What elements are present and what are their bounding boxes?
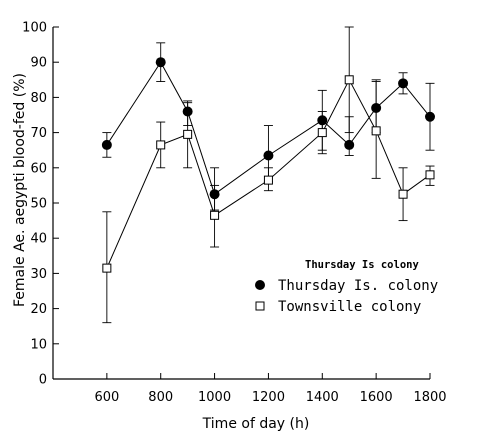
- y-tick-label: 80: [30, 91, 47, 106]
- y-axis-label: Female Ae. aegypti blood-fed (%): [12, 73, 28, 307]
- y-tick-label: 10: [30, 337, 47, 352]
- chart-annotation: Thursday Is colony: [305, 259, 419, 271]
- point-thursday-is-colony: [209, 189, 220, 200]
- legend-label-thursday-is-colony: Thursday Is. colony: [278, 278, 438, 294]
- y-tick-label: 60: [30, 161, 47, 176]
- point-thursday-is-colony: [263, 150, 274, 161]
- x-tick-label: 600: [94, 390, 119, 405]
- point-townsville-colony: [371, 126, 381, 136]
- legend-label-townsville-colony: Townsville colony: [278, 299, 421, 315]
- point-townsville-colony: [344, 75, 354, 85]
- point-townsville-colony: [183, 129, 193, 139]
- y-tick-label: 0: [39, 373, 47, 388]
- y-tick-label: 50: [30, 197, 47, 212]
- y-tick-label: 70: [30, 126, 47, 141]
- series-line-thursday-is-colony: [106, 61, 431, 196]
- legend-marker-thursday-is-colony: [255, 280, 265, 290]
- point-townsville-colony: [263, 175, 273, 185]
- y-tick-label: 100: [22, 21, 47, 36]
- y-tick-label: 40: [30, 232, 47, 247]
- axes: 0 10 20 30 40 50 60 70 80 90 100 600 800 1000 1200 1400…: [22, 21, 446, 406]
- point-thursday-is-colony: [398, 78, 409, 89]
- point-thursday-is-colony: [317, 115, 328, 126]
- point-thursday-is-colony: [425, 111, 435, 122]
- legend: Thursday Is. colony Townsville colony: [255, 278, 438, 315]
- x-tick-label: 1000: [198, 390, 231, 405]
- x-axis-label: Time of day (h): [202, 416, 310, 432]
- x-tick-label: 1800: [413, 390, 446, 405]
- x-tick-label: 1600: [360, 390, 393, 405]
- series-lines: [106, 61, 431, 269]
- point-townsville-colony: [317, 128, 327, 138]
- x-tick-label: 1400: [306, 390, 339, 405]
- point-thursday-is-colony: [371, 102, 382, 113]
- y-tick-label: 20: [30, 302, 47, 317]
- point-townsville-colony: [102, 263, 112, 273]
- legend-marker-townsville-colony: [255, 301, 265, 311]
- point-thursday-is-colony: [182, 106, 193, 117]
- y-tick-label: 30: [30, 267, 47, 282]
- point-townsville-colony: [156, 140, 166, 150]
- point-townsville-colony: [425, 170, 435, 180]
- x-tick-label: 800: [148, 390, 173, 405]
- series-line-townsville-colony: [106, 78, 431, 269]
- point-thursday-is-colony: [101, 139, 112, 150]
- series-markers: [101, 57, 435, 273]
- x-tick-label: 1200: [252, 390, 285, 405]
- point-thursday-is-colony: [344, 139, 355, 150]
- y-tick-label: 90: [30, 56, 47, 71]
- point-thursday-is-colony: [155, 57, 166, 68]
- point-townsville-colony: [398, 189, 408, 199]
- point-townsville-colony: [210, 210, 220, 220]
